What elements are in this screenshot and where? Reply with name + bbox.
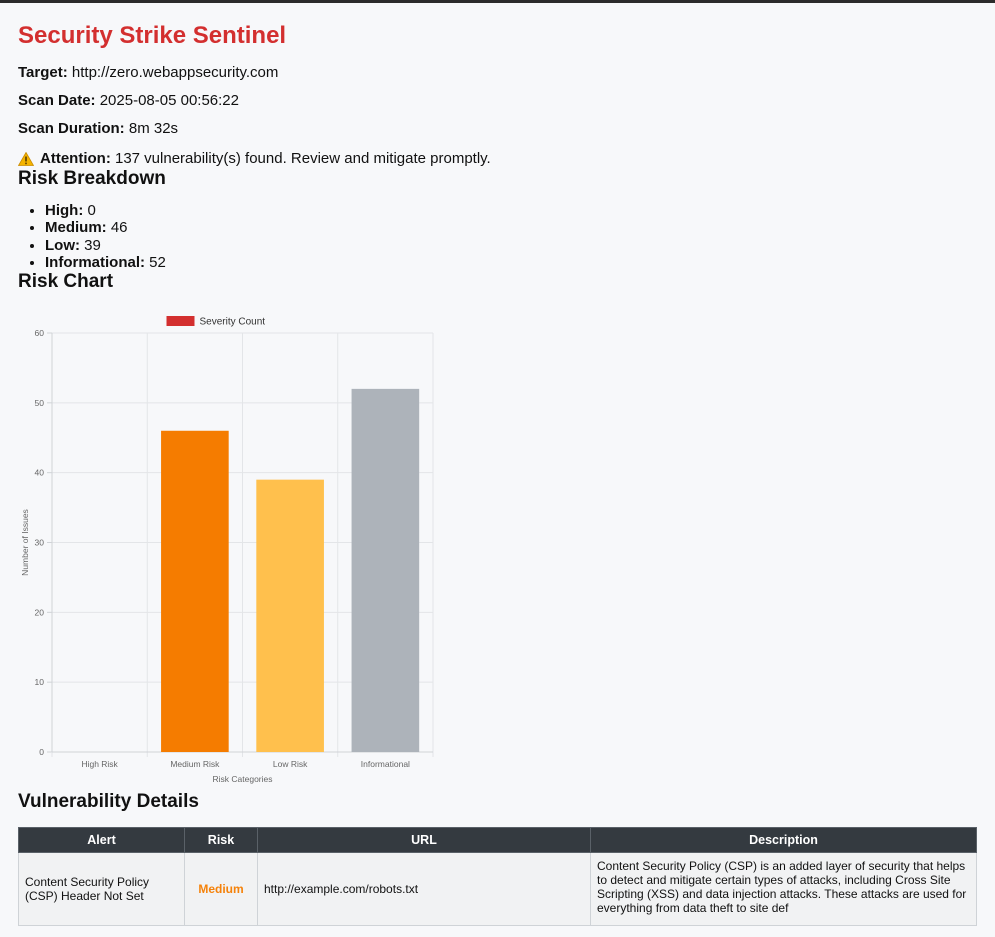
- vulnerability-table: Alert Risk URL Description Content Secur…: [18, 827, 977, 927]
- description-cell: Content Security Policy (CSP) is an adde…: [590, 852, 977, 927]
- y-axis-title: Number of Issues: [20, 509, 30, 576]
- risk-item-value: 52: [149, 253, 166, 271]
- description-text: Content Security Policy (CSP) is an adde…: [597, 859, 967, 916]
- risk-item-informational: Informational: 52: [45, 254, 977, 271]
- x-tick-label: Low Risk: [273, 759, 308, 769]
- risk-breakdown-list: High: 0 Medium: 46 Low: 39 Informational…: [18, 202, 977, 271]
- column-header-description: Description: [590, 827, 977, 854]
- table-header-row: Alert Risk URL Description: [18, 827, 977, 854]
- target-label: Target:: [18, 64, 68, 81]
- y-tick-label: 10: [35, 677, 45, 687]
- y-tick-label: 30: [35, 538, 45, 548]
- alert-cell: Content Security Policy (CSP) Header Not…: [18, 852, 185, 927]
- y-tick-label: 50: [35, 398, 45, 408]
- column-header-alert: Alert: [18, 827, 185, 854]
- risk-chart: 0 10 20 30 40 50 60 High Risk Medium Risk Low Ris…: [18, 311, 443, 791]
- bar-medium-risk: [161, 430, 229, 753]
- bar-informational: [351, 389, 420, 753]
- y-tick-label: 0: [39, 747, 44, 757]
- scan-duration-value: 8m 32s: [128, 120, 179, 137]
- risk-item-value: 46: [110, 219, 128, 237]
- scan-duration-line: Scan Duration: 8m 32s: [18, 120, 977, 138]
- report-container: Security Strike Sentinel Target: http://…: [0, 3, 995, 927]
- table-row: Content Security Policy (CSP) Header Not…: [18, 852, 977, 927]
- legend-label: Severity Count: [200, 317, 266, 328]
- risk-item-value: 0: [87, 202, 96, 219]
- y-tick-label: 40: [35, 468, 45, 478]
- risk-item-low: Low: 39: [45, 237, 977, 254]
- vulnerability-details-heading: Vulnerability Details: [18, 791, 199, 813]
- target-line: Target: http://zero.webappsecurity.com: [18, 64, 977, 82]
- column-header-risk: Risk: [184, 827, 258, 854]
- attention-banner: Attention: 137 vulnerability(s) found. R…: [18, 150, 977, 168]
- url-cell: http://example.com/robots.txt: [257, 852, 591, 927]
- target-value: http://zero.webappsecurity.com: [71, 64, 279, 81]
- warning-icon: [18, 152, 34, 166]
- y-tick-label: 60: [35, 328, 45, 338]
- scan-date-value: 2025-08-05 00:56:22: [99, 92, 239, 109]
- risk-item-label: High:: [45, 202, 84, 219]
- scan-duration-label: Scan Duration:: [18, 120, 125, 137]
- risk-badge: Medium: [184, 852, 258, 927]
- y-tick-label: 20: [35, 608, 45, 618]
- bar-low-risk: [256, 479, 324, 753]
- x-tick-label: Medium Risk: [170, 759, 220, 769]
- risk-chart-svg: 0 10 20 30 40 50 60 High Risk Medium Risk Low Ris…: [20, 316, 434, 784]
- risk-item-high: High: 0: [45, 202, 977, 219]
- x-tick-label: Informational: [361, 759, 410, 769]
- risk-item-medium: Medium: 46: [45, 219, 977, 236]
- attention-label: Attention:: [40, 150, 111, 167]
- risk-item-label: Informational:: [45, 253, 145, 271]
- top-border: [0, 0, 995, 3]
- column-header-url: URL: [257, 827, 591, 854]
- x-tick-label: High Risk: [81, 759, 118, 769]
- risk-chart-heading: Risk Chart: [18, 271, 114, 293]
- scan-date-label: Scan Date:: [18, 92, 96, 109]
- page-title: Security Strike Sentinel: [18, 22, 287, 49]
- risk-item-label: Medium:: [45, 219, 107, 237]
- attention-text: 137 vulnerability(s) found. Review and m…: [114, 150, 491, 167]
- risk-item-value: 39: [84, 236, 101, 254]
- risk-item-label: Low:: [45, 236, 80, 254]
- x-axis-title: Risk Categories: [213, 774, 273, 784]
- risk-breakdown-heading: Risk Breakdown: [18, 168, 166, 189]
- legend-swatch: [166, 316, 195, 327]
- scan-date-line: Scan Date: 2025-08-05 00:56:22: [18, 92, 977, 110]
